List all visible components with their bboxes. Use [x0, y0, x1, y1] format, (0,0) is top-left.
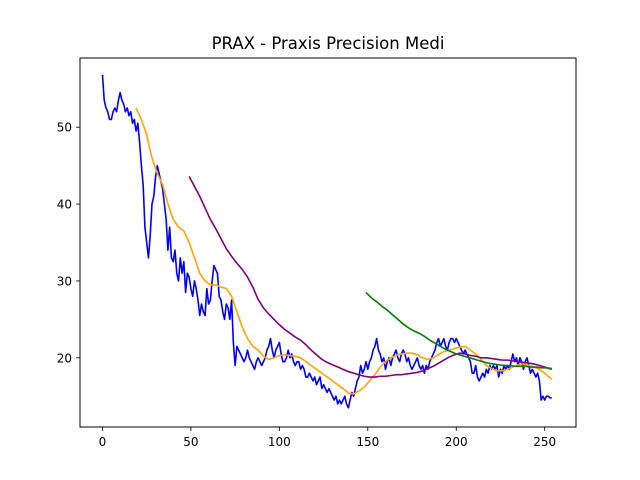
series-layer	[101, 74, 553, 409]
plot-area	[80, 58, 576, 427]
y-tick-label-20: 20	[57, 351, 72, 365]
x-tick-label-50: 50	[183, 435, 198, 449]
x-tick-label-150: 150	[356, 435, 379, 449]
y-tick-label-50: 50	[57, 121, 72, 135]
series-line-sma50	[188, 176, 553, 378]
series-line-sma100	[365, 291, 552, 370]
y-axis: 20 30 40 50	[57, 121, 80, 365]
y-tick-label-40: 40	[57, 198, 72, 212]
chart-title: PRAX - Praxis Precision Medi	[212, 34, 445, 53]
x-tick-label-200: 200	[445, 435, 468, 449]
plot-frame	[79, 57, 577, 428]
x-tick-label-0: 0	[99, 435, 107, 449]
x-axis: 0 50 100 150 200 250	[99, 427, 556, 449]
x-tick-label-100: 100	[268, 435, 291, 449]
series-line-price	[101, 74, 552, 409]
x-tick-label-250: 250	[533, 435, 556, 449]
series-line-sma20	[135, 107, 553, 395]
y-tick-label-30: 30	[57, 274, 72, 288]
